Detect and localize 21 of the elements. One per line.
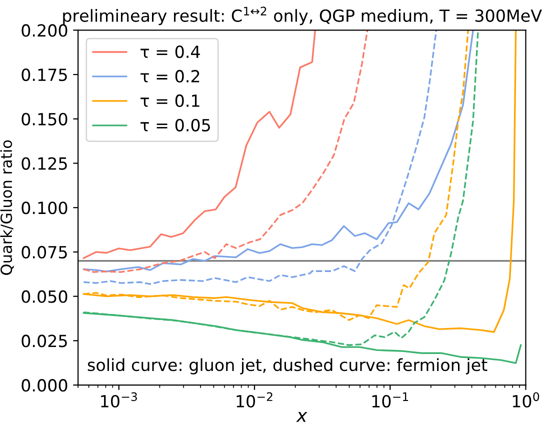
x-tick-label: 10$^{−1}$ — [372, 392, 408, 408]
annotation: solid curve: gluon jet, dushed curve: fermion jet — [88, 358, 488, 374]
x-tick-label: 10$^{−2}$ — [236, 392, 272, 408]
y-tick-label: 0.150 — [22, 112, 68, 126]
y-tick-label: 0.050 — [22, 290, 68, 303]
y-tick-label: 0.075 — [22, 246, 67, 259]
y-tick-label: 0.100 — [22, 202, 68, 214]
x-tick-label: 10$^{−3}$ — [101, 392, 137, 408]
x-axis-title: x — [296, 412, 308, 422]
y-tick-label: 0.200 — [22, 24, 68, 37]
legend-label: τ = 0.1 — [140, 94, 200, 108]
legend-label: τ = 0.4 — [140, 45, 200, 58]
y-axis-title: Quark/Gluon ratio — [0, 140, 14, 275]
y-tick-label: 0.175 — [22, 68, 67, 82]
legend-label: τ = 0.05 — [140, 118, 210, 132]
y-tick-label: 0.000 — [22, 379, 68, 392]
x-tick-label: 10$^{0}$ — [512, 392, 540, 408]
chart-title: prelimineary result: C$^{1↔2}$ only, QGP medium, T = 300MeV — [63, 6, 542, 26]
y-tick-label: 0.125 — [22, 157, 67, 170]
y-tick-label: 0.025 — [22, 334, 67, 348]
legend-label: τ = 0.2 — [140, 70, 200, 83]
